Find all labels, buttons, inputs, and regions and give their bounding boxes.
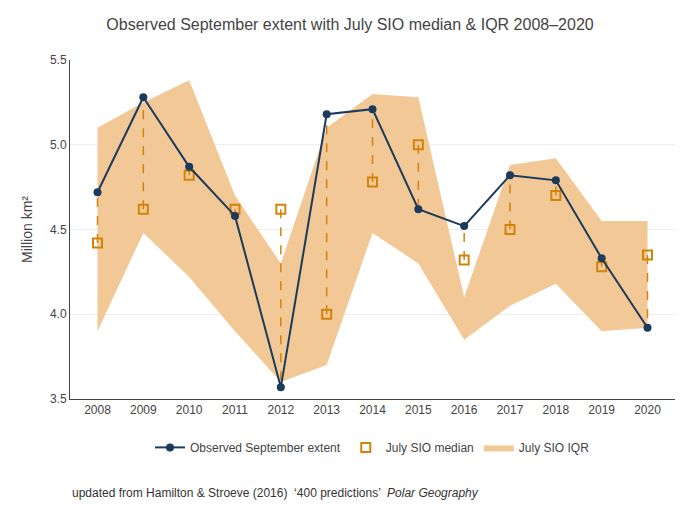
svg-text:3.5: 3.5 [50,392,67,406]
svg-text:2009: 2009 [130,403,157,417]
svg-text:July SIO IQR: July SIO IQR [519,441,589,455]
svg-text:4.0: 4.0 [50,307,67,321]
svg-text:2011: 2011 [222,403,248,417]
svg-text:2015: 2015 [405,403,432,417]
svg-text:updated from Hamilton & Stroev: updated from Hamilton & Stroeve (2016) ‘… [72,486,479,500]
svg-text:2018: 2018 [542,403,569,417]
svg-text:2016: 2016 [451,403,478,417]
svg-text:4.5: 4.5 [50,223,67,237]
svg-text:2008: 2008 [84,403,111,417]
svg-text:2012: 2012 [267,403,294,417]
svg-text:July SIO median: July SIO median [386,441,474,455]
svg-text:2010: 2010 [176,403,203,417]
svg-text:2019: 2019 [588,403,615,417]
svg-text:2014: 2014 [359,403,386,417]
svg-text:5.0: 5.0 [50,138,67,152]
svg-text:2017: 2017 [497,403,524,417]
svg-text:Observed September extent: Observed September extent [190,441,341,455]
svg-text:2013: 2013 [313,403,340,417]
svg-text:Million km²: Million km² [19,196,35,263]
svg-text:5.5: 5.5 [50,53,67,67]
svg-text:Observed September extent with: Observed September extent with July SIO … [106,16,593,33]
svg-text:2020: 2020 [634,403,661,417]
